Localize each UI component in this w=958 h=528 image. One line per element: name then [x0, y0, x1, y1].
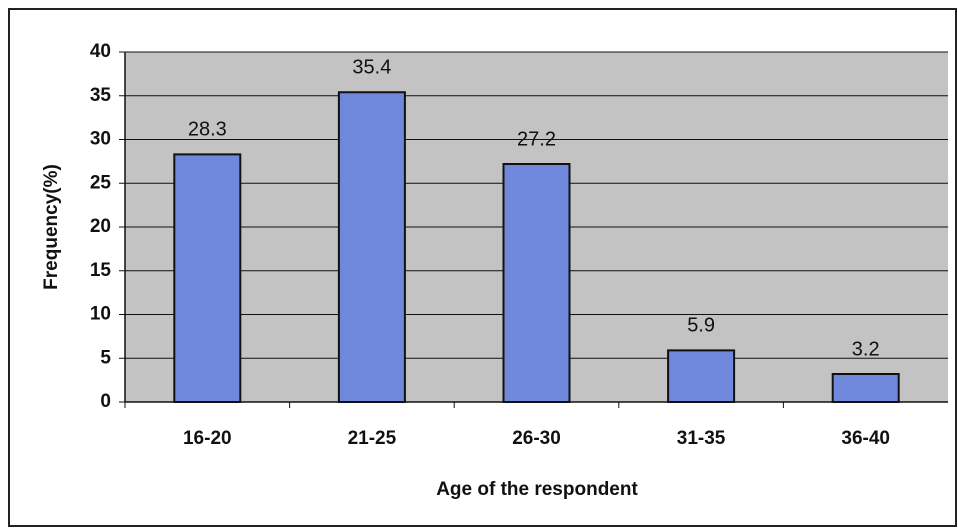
- x-tick-label: 36-40: [841, 428, 890, 449]
- y-tick-label: 25: [90, 172, 112, 193]
- y-tick-label: 40: [90, 41, 111, 62]
- x-tick-label: 16-20: [183, 428, 232, 449]
- y-tick-label: 30: [90, 129, 111, 150]
- x-tick-label: 31-35: [677, 428, 726, 449]
- data-label: 5.9: [687, 315, 715, 337]
- x-axis-title: Age of the respondent: [436, 479, 638, 500]
- y-tick-label: 0: [100, 391, 111, 412]
- data-label: 27.2: [517, 128, 556, 150]
- bar: [337, 91, 406, 403]
- y-tick-label: 15: [90, 260, 112, 281]
- bar: [667, 349, 736, 403]
- bar: [173, 153, 242, 403]
- y-tick-label: 35: [90, 85, 112, 106]
- y-tick-label: 10: [90, 304, 111, 325]
- y-tick-label: 5: [100, 347, 111, 368]
- data-label: 3.2: [852, 338, 880, 360]
- bar: [502, 163, 571, 403]
- y-tick-label: 20: [90, 216, 111, 237]
- x-tick-label: 26-30: [512, 428, 561, 449]
- bar: [831, 373, 900, 403]
- y-axis-title: Frequency(%): [41, 164, 62, 290]
- data-label: 28.3: [188, 119, 227, 141]
- data-label: 35.4: [352, 57, 391, 79]
- x-tick-label: 21-25: [348, 428, 397, 449]
